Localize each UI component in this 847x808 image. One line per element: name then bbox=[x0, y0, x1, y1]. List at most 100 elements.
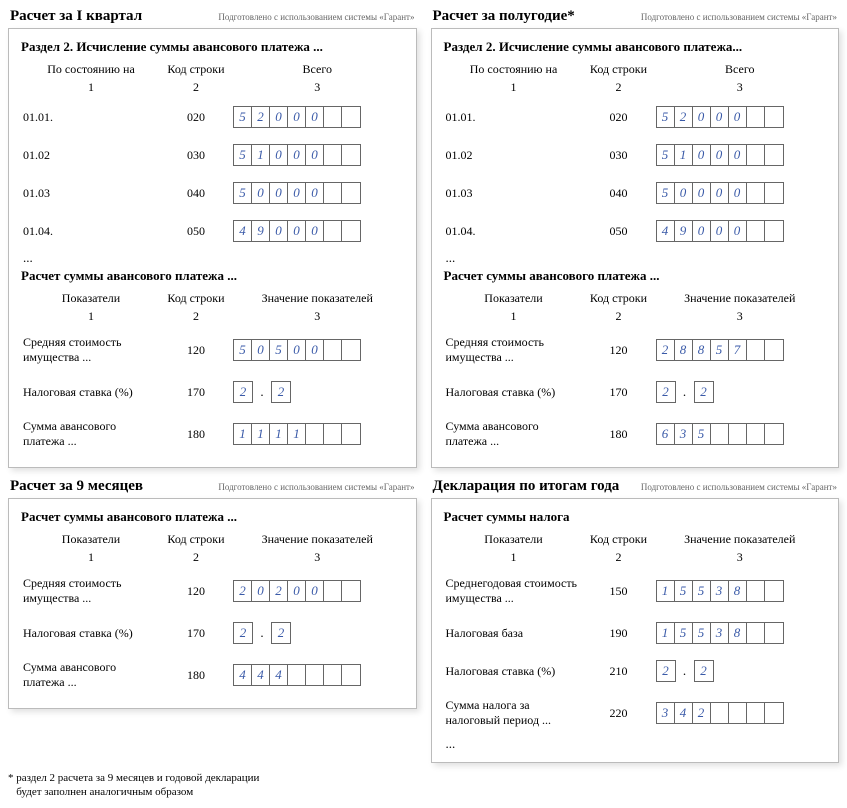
col-number: 2 bbox=[161, 309, 231, 327]
row-cells: 20200 bbox=[231, 568, 404, 614]
digit-cell bbox=[747, 340, 765, 360]
digit-cell: 1 bbox=[234, 424, 252, 444]
row-label: 01.02 bbox=[444, 136, 584, 174]
panel-body: Раздел 2. Исчисление суммы авансового пл… bbox=[431, 28, 840, 468]
digit-cell: 5 bbox=[234, 145, 252, 165]
digit-cell: 2 bbox=[675, 107, 693, 127]
row-cells: 635 bbox=[654, 411, 827, 457]
row-code: 020 bbox=[584, 98, 654, 136]
digit-cell: 0 bbox=[729, 145, 747, 165]
panel-header: Декларация по итогам годаПодготовлено с … bbox=[431, 478, 840, 495]
cell-row: 2 bbox=[694, 660, 714, 682]
row-cells: 49000 bbox=[654, 212, 827, 250]
digit-cell: 5 bbox=[711, 340, 729, 360]
panel-header: Расчет за 9 месяцевПодготовлено с исполь… bbox=[8, 478, 417, 495]
digit-cell bbox=[747, 183, 765, 203]
col-header: Код строки bbox=[161, 59, 231, 80]
digit-cell: 0 bbox=[270, 145, 288, 165]
row-cells: 51000 bbox=[654, 136, 827, 174]
digit-cell bbox=[747, 145, 765, 165]
row-cells: 444 bbox=[231, 652, 404, 698]
row-label: Налоговая ставка (%) bbox=[444, 652, 584, 690]
table-row: Среднегодовая стоимость имущества ...150… bbox=[444, 568, 827, 614]
row-code: 170 bbox=[161, 373, 231, 411]
digit-cell bbox=[306, 665, 324, 685]
table-row: 01.0203051000 bbox=[444, 136, 827, 174]
digit-cell bbox=[342, 107, 360, 127]
col-header: Значение показателей bbox=[231, 529, 404, 550]
section-caption: Расчет суммы авансового платежа ... bbox=[21, 509, 404, 525]
digit-cell: 2 bbox=[695, 382, 713, 402]
table-row: 01.0304050000 bbox=[21, 174, 404, 212]
cell-row: 49000 bbox=[233, 220, 361, 242]
digit-cell: 0 bbox=[270, 107, 288, 127]
panel-title: Декларация по итогам года bbox=[433, 478, 620, 495]
row-cells: 2.2 bbox=[654, 373, 827, 411]
digit-cell bbox=[324, 183, 342, 203]
col-number: 3 bbox=[654, 80, 827, 98]
row-cells: 49000 bbox=[231, 212, 404, 250]
row-code: 180 bbox=[161, 652, 231, 698]
col-header: Код строки bbox=[584, 59, 654, 80]
col-header: Показатели bbox=[444, 288, 584, 309]
digit-cell bbox=[747, 107, 765, 127]
row-code: 210 bbox=[584, 652, 654, 690]
digit-cell: 9 bbox=[675, 221, 693, 241]
digit-cell: 3 bbox=[675, 424, 693, 444]
section-caption: Расчет суммы авансового платежа ... bbox=[444, 268, 827, 284]
digit-cell: 1 bbox=[657, 581, 675, 601]
digit-cell bbox=[342, 424, 360, 444]
row-label: Налоговая база bbox=[444, 614, 584, 652]
col-number: 2 bbox=[161, 80, 231, 98]
table-row: Налоговая ставка (%)1702.2 bbox=[21, 614, 404, 652]
form-table: ПоказателиКод строкиЗначение показателей… bbox=[21, 529, 404, 698]
cell-row: 51000 bbox=[233, 144, 361, 166]
cell-row: 635 bbox=[656, 423, 784, 445]
col-header: Код строки bbox=[161, 288, 231, 309]
table-row: Сумма налога за налоговый период ...2203… bbox=[444, 690, 827, 736]
digit-cell: 2 bbox=[695, 661, 713, 681]
digit-cell: 0 bbox=[306, 221, 324, 241]
digit-cell bbox=[765, 424, 783, 444]
form-table: ПоказателиКод строкиЗначение показателей… bbox=[444, 288, 827, 457]
panel-title: Расчет за I квартал bbox=[10, 8, 142, 25]
cell-group: 2.2 bbox=[656, 381, 714, 403]
digit-cell: 0 bbox=[729, 107, 747, 127]
cell-row: 342 bbox=[656, 702, 784, 724]
row-label: 01.03 bbox=[444, 174, 584, 212]
digit-cell: 2 bbox=[657, 340, 675, 360]
digit-cell bbox=[729, 424, 747, 444]
digit-cell: 0 bbox=[711, 221, 729, 241]
row-cells: 52000 bbox=[654, 98, 827, 136]
ellipsis: ... bbox=[444, 250, 827, 266]
digit-cell: 5 bbox=[657, 145, 675, 165]
digit-cell: 0 bbox=[288, 581, 306, 601]
cell-group: 2.2 bbox=[233, 381, 291, 403]
row-label: Средняя стоимость имущества ... bbox=[21, 327, 161, 373]
cell-row: 50000 bbox=[233, 182, 361, 204]
table-row: 01.01.02052000 bbox=[444, 98, 827, 136]
row-label: 01.02 bbox=[21, 136, 161, 174]
row-code: 040 bbox=[584, 174, 654, 212]
digit-cell: 2 bbox=[657, 661, 675, 681]
row-label: Сумма авансового платежа ... bbox=[21, 652, 161, 698]
row-code: 120 bbox=[161, 568, 231, 614]
col-number: 3 bbox=[231, 309, 404, 327]
table-row: Налоговая база19015538 bbox=[444, 614, 827, 652]
row-cells: 2.2 bbox=[231, 373, 404, 411]
digit-cell: 0 bbox=[288, 107, 306, 127]
digit-cell: 5 bbox=[693, 424, 711, 444]
digit-cell bbox=[747, 581, 765, 601]
panel-body: Раздел 2. Исчисление суммы авансового пл… bbox=[8, 28, 417, 468]
col-number: 2 bbox=[584, 309, 654, 327]
digit-cell: 4 bbox=[657, 221, 675, 241]
digit-cell: 5 bbox=[693, 623, 711, 643]
digit-cell bbox=[324, 221, 342, 241]
col-number: 1 bbox=[21, 550, 161, 568]
cell-row: 2 bbox=[233, 381, 253, 403]
row-label: 01.04. bbox=[444, 212, 584, 250]
digit-cell bbox=[288, 665, 306, 685]
table-row: Средняя стоимость имущества ...12028857 bbox=[444, 327, 827, 373]
panel: Декларация по итогам годаПодготовлено с … bbox=[431, 478, 840, 763]
row-code: 030 bbox=[584, 136, 654, 174]
